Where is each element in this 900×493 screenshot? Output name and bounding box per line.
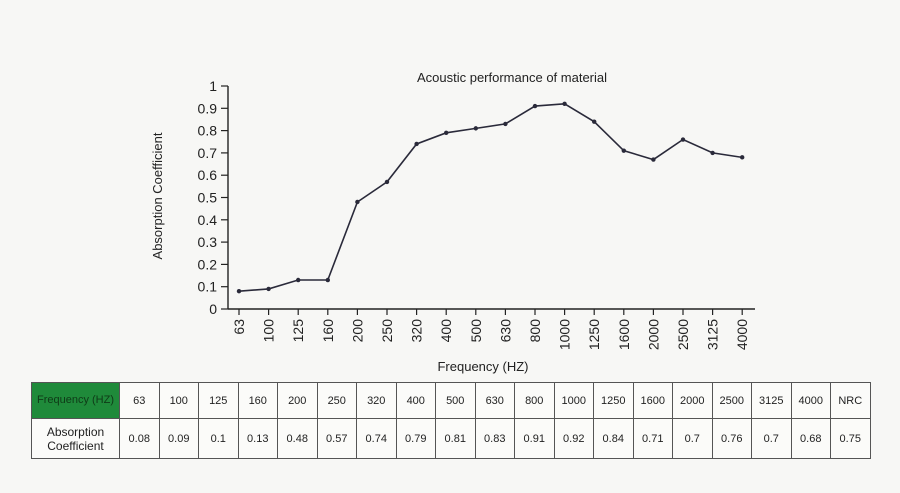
x-tick-label: 125	[290, 319, 306, 343]
chart-title: Acoustic performance of material	[417, 70, 607, 85]
data-point	[680, 137, 686, 142]
table-header-cell: 200	[277, 382, 318, 419]
table-header-cell: 250	[316, 382, 357, 419]
table-header-cell: 500	[435, 382, 476, 419]
table-value-cell: 0.79	[395, 418, 436, 459]
table-value-cell: 0.81	[435, 418, 476, 459]
y-tick-label: 0.9	[198, 100, 218, 116]
chart: Acoustic performance of material Absorpt…	[150, 70, 755, 374]
x-tick-label: 3125	[705, 319, 721, 350]
table-row-label: Absorption Coefficient	[31, 418, 120, 459]
data-point	[532, 103, 538, 109]
x-tick-label: 400	[438, 319, 454, 343]
y-tick-label: 0.4	[198, 212, 218, 228]
table-value-cell: 0.7	[672, 418, 713, 459]
table-header-cell: 3125	[751, 382, 792, 419]
table-value-row: Absorption Coefficient 0.08 0.09 0.1 0.13 0.…	[31, 418, 871, 459]
table-header-cell: 1250	[593, 382, 634, 419]
x-tick-label: 200	[349, 319, 365, 343]
data-point	[266, 286, 271, 292]
table-header-cell: 63	[119, 382, 160, 419]
table-value-cell: 0.84	[593, 418, 634, 459]
y-tick-label: 0.7	[198, 145, 218, 161]
x-axis-label: Frequency (HZ)	[437, 359, 528, 374]
table-header-cell: 1000	[553, 382, 594, 419]
table-value-cell: 0.91	[514, 418, 555, 459]
data-table: Frequency (HZ) 63 100 125 160 200 250 320 400 50…	[31, 382, 871, 459]
y-tick-label: 0.8	[198, 123, 218, 139]
table-value-cell: 0.09	[158, 418, 199, 459]
y-tick-label: 0	[209, 301, 217, 317]
series-line	[238, 103, 743, 292]
table-header-label: Frequency (HZ)	[31, 382, 120, 419]
table-header-cell: 800	[514, 382, 555, 419]
data-point	[414, 141, 419, 147]
table-value-cell: 0.57	[316, 418, 357, 459]
table-header-cell: 125	[198, 382, 239, 419]
table-value-cell: 0.68	[790, 418, 831, 459]
table-value-cell: 0.48	[277, 418, 318, 459]
data-point	[592, 119, 597, 124]
table-header-cell: 2500	[711, 382, 752, 419]
x-tick-label: 800	[527, 319, 543, 343]
table-value-cell: 0.7	[751, 418, 792, 459]
y-tick-label: 1	[209, 78, 217, 94]
data-point	[355, 199, 360, 205]
y-tick-label: 0.1	[198, 279, 218, 295]
y-tick-label: 0.3	[198, 234, 218, 250]
x-tick-label: 630	[497, 319, 513, 343]
y-tick-label: 0.6	[198, 167, 218, 183]
y-tick-label: 0.2	[198, 256, 218, 272]
data-point	[236, 288, 242, 294]
x-tick-label: 1000	[557, 319, 573, 350]
x-tick-label: 320	[409, 319, 425, 343]
x-tick-label: 500	[468, 319, 484, 343]
x-tick-label: 2500	[675, 319, 691, 350]
table-header-cell: 630	[474, 382, 515, 419]
table-value-cell: 0.71	[632, 418, 673, 459]
table-header-cell: 320	[356, 382, 397, 419]
table-value-cell: 0.75	[830, 418, 871, 459]
table-header-cell: 400	[395, 382, 436, 419]
y-tick-label: 0.5	[198, 190, 218, 206]
table-value-cell: 0.83	[474, 418, 515, 459]
data-point	[710, 150, 715, 156]
data-point	[444, 130, 449, 136]
data-point	[503, 121, 508, 127]
table-value-cell: 0.92	[553, 418, 594, 459]
table-header-row: Frequency (HZ) 63 100 125 160 200 250 320 400 50…	[31, 382, 871, 419]
x-tick-label: 160	[320, 319, 336, 343]
data-point	[621, 148, 626, 153]
data-point	[384, 179, 390, 185]
x-tick-label: 250	[379, 319, 395, 343]
table-value-cell: 0.1	[198, 418, 239, 459]
table-header-cell: 2000	[672, 382, 713, 419]
table-value-cell: 0.13	[237, 418, 278, 459]
table-header-cell: 4000	[790, 382, 831, 419]
table-value-cell: 0.74	[356, 418, 397, 459]
table-value-cell: 0.08	[119, 418, 160, 459]
x-tick-label: 63	[231, 319, 247, 335]
table-value-cell: 0.76	[711, 418, 752, 459]
data-point	[562, 101, 567, 107]
table-header-cell: 160	[237, 382, 278, 419]
x-tick-label: 1600	[616, 319, 632, 350]
table-header-cell: NRC	[830, 382, 871, 419]
table-header-cell: 1600	[632, 382, 673, 419]
x-tick-label: 2000	[645, 319, 661, 350]
x-tick-label: 1250	[586, 319, 602, 350]
table-header-cell: 100	[158, 382, 199, 419]
data-point	[325, 277, 330, 283]
data-point	[296, 277, 301, 283]
x-tick-label: 100	[261, 319, 277, 343]
data-point	[651, 157, 656, 162]
data-point	[740, 155, 745, 160]
x-tick-label: 4000	[734, 319, 750, 350]
y-axis-label: Absorption Coefficient	[150, 132, 165, 259]
data-point	[473, 126, 478, 131]
